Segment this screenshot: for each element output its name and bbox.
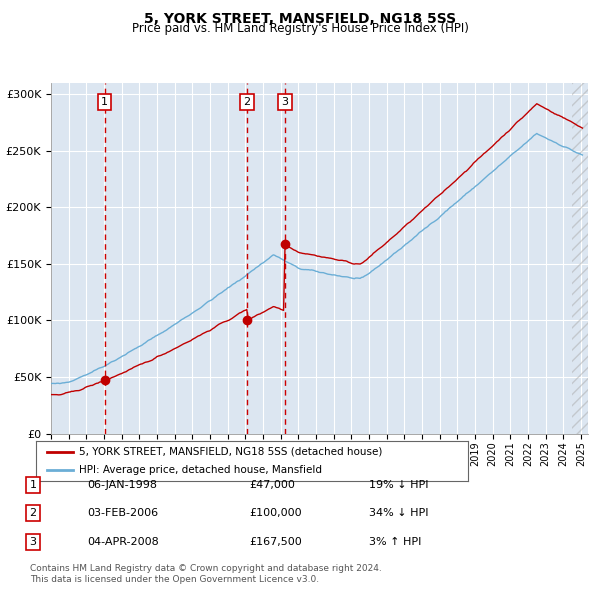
Text: 5, YORK STREET, MANSFIELD, NG18 5SS: 5, YORK STREET, MANSFIELD, NG18 5SS [144,12,456,26]
Bar [572,83,588,434]
Text: 03-FEB-2006: 03-FEB-2006 [87,509,158,518]
Bar [572,83,588,434]
Text: £167,500: £167,500 [249,537,302,546]
Text: 2: 2 [29,509,37,518]
Text: 3: 3 [29,537,37,546]
Text: Price paid vs. HM Land Registry's House Price Index (HPI): Price paid vs. HM Land Registry's House … [131,22,469,35]
Text: HPI: Average price, detached house, Mansfield: HPI: Average price, detached house, Mans… [79,465,322,475]
Text: £100,000: £100,000 [249,509,302,518]
Text: 1: 1 [101,97,108,107]
Text: Contains HM Land Registry data © Crown copyright and database right 2024.: Contains HM Land Registry data © Crown c… [30,565,382,573]
Text: £47,000: £47,000 [249,480,295,490]
Text: 3% ↑ HPI: 3% ↑ HPI [369,537,421,546]
Text: 1: 1 [29,480,37,490]
Text: 04-APR-2008: 04-APR-2008 [87,537,159,546]
Text: 34% ↓ HPI: 34% ↓ HPI [369,509,428,518]
Text: This data is licensed under the Open Government Licence v3.0.: This data is licensed under the Open Gov… [30,575,319,584]
Bar [572,83,588,434]
Text: 5, YORK STREET, MANSFIELD, NG18 5SS (detached house): 5, YORK STREET, MANSFIELD, NG18 5SS (det… [79,447,383,457]
Text: 19% ↓ HPI: 19% ↓ HPI [369,480,428,490]
Text: 3: 3 [281,97,289,107]
Text: 2: 2 [244,97,250,107]
Text: 06-JAN-1998: 06-JAN-1998 [87,480,157,490]
